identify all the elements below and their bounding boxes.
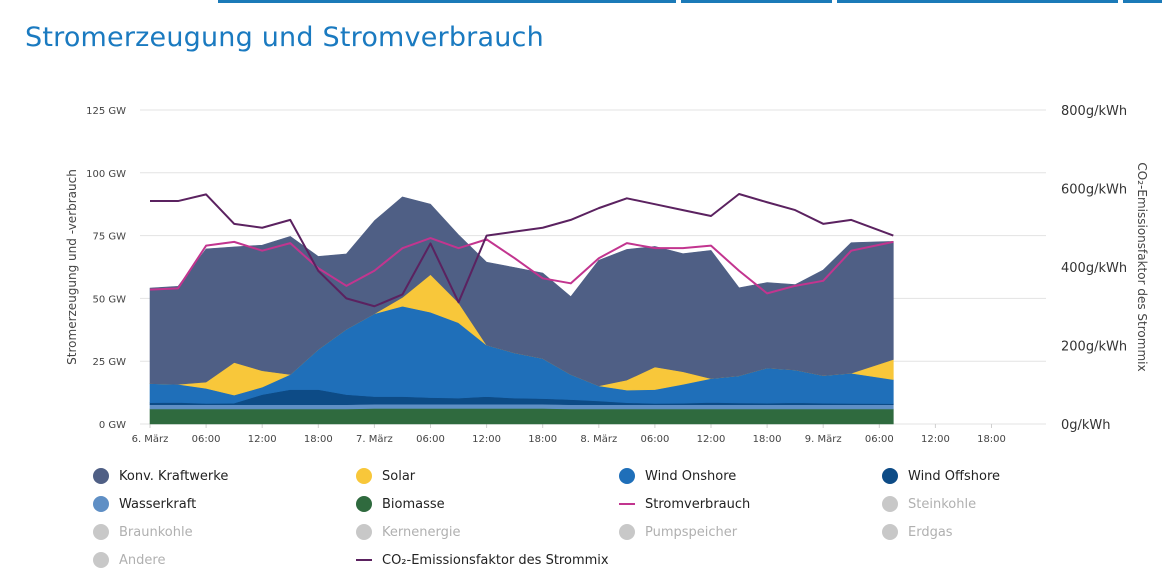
y-left-tick-label: 100 GW (86, 169, 126, 180)
x-tick-label: 06:00 (192, 434, 221, 445)
area-biomasse (149, 408, 894, 425)
legend-dot-swatch (882, 524, 898, 540)
y-left-tick-label: 0 GW (99, 420, 126, 431)
legend-item-kernenergie[interactable]: Kernenergie (356, 522, 460, 542)
legend-dot-swatch (93, 496, 109, 512)
legend-dot-swatch (882, 468, 898, 484)
legend-item-co-emissionsfaktor-des-strommix[interactable]: CO₂-Emissionsfaktor des Strommix (356, 550, 609, 570)
legend-dot-swatch (93, 524, 109, 540)
legend-item-wasserkraft[interactable]: Wasserkraft (93, 494, 196, 514)
y-right-tick-label: 800g/kWh (1061, 104, 1127, 119)
legend-label: CO₂-Emissionsfaktor des Strommix (382, 552, 609, 568)
legend-line-swatch (619, 503, 635, 505)
y-right-axis-title: CO₂-Emissionsfaktor des Strommix (1135, 162, 1149, 371)
legend-dot-swatch (882, 496, 898, 512)
x-tick-label: 06:00 (640, 434, 669, 445)
legend-item-andere[interactable]: Andere (93, 550, 165, 570)
legend-dot-swatch (356, 524, 372, 540)
legend-label: Braunkohle (119, 524, 193, 540)
y-right-tick-label: 400g/kWh (1061, 261, 1127, 276)
y-left-tick-label: 75 GW (92, 232, 126, 243)
legend-item-biomasse[interactable]: Biomasse (356, 494, 445, 514)
legend-item-wind-offshore[interactable]: Wind Offshore (882, 466, 1000, 486)
legend-label: Erdgas (908, 524, 953, 540)
legend-item-stromverbrauch[interactable]: Stromverbrauch (619, 494, 750, 514)
legend-dot-swatch (356, 468, 372, 484)
x-tick-label: 12:00 (697, 434, 726, 445)
area-konv-kraftwerke (149, 196, 894, 387)
x-tick-label: 18:00 (528, 434, 557, 445)
x-tick-label: 18:00 (304, 434, 333, 445)
x-tick-label: 7. März (356, 434, 393, 445)
legend-item-braunkohle[interactable]: Braunkohle (93, 522, 193, 542)
legend-dot-swatch (619, 524, 635, 540)
x-tick-label: 8. März (580, 434, 617, 445)
legend-label: Andere (119, 552, 166, 568)
x-tick-label: 12:00 (921, 434, 950, 445)
legend-label: Konv. Kraftwerke (119, 468, 229, 484)
top-accent-bar (218, 0, 1162, 3)
x-tick-label: 18:00 (977, 434, 1006, 445)
legend-item-erdgas[interactable]: Erdgas (882, 522, 953, 542)
y-right-tick-label: 0g/kWh (1061, 418, 1111, 433)
x-tick-label: 06:00 (416, 434, 445, 445)
legend-item-konv-kraftwerke[interactable]: Konv. Kraftwerke (93, 466, 228, 486)
y-left-tick-label: 50 GW (92, 294, 126, 305)
legend-dot-swatch (356, 496, 372, 512)
legend-label: Stromverbrauch (645, 496, 751, 512)
x-tick-label: 9. März (805, 434, 842, 445)
x-tick-label: 18:00 (753, 434, 782, 445)
legend-label: Pumpspeicher (645, 524, 738, 540)
legend-item-steinkohle[interactable]: Steinkohle (882, 494, 976, 514)
legend-label: Steinkohle (908, 496, 977, 512)
y-left-axis-title: Stromerzeugung und -verbrauch (65, 169, 79, 365)
legend-label: Wind Offshore (908, 468, 1001, 484)
legend-item-pumpspeicher[interactable]: Pumpspeicher (619, 522, 737, 542)
line-stromverbrauch (149, 237, 894, 295)
x-tick-label: 12:00 (472, 434, 501, 445)
page-title: Stromerzeugung und Stromverbrauch (25, 22, 544, 53)
line-co2-emissionsfaktor (150, 192, 894, 308)
y-left-tick-label: 125 GW (86, 106, 126, 117)
legend-dot-swatch (619, 468, 635, 484)
legend-item-wind-onshore[interactable]: Wind Onshore (619, 466, 736, 486)
legend-label: Wasserkraft (119, 496, 197, 512)
x-tick-label: 6. März (132, 434, 169, 445)
legend-item-solar[interactable]: Solar (356, 466, 415, 486)
legend-label: Wind Onshore (645, 468, 737, 484)
y-right-tick-label: 200g/kWh (1061, 340, 1127, 355)
legend-label: Solar (382, 468, 416, 484)
legend-dot-swatch (93, 552, 109, 568)
x-tick-label: 06:00 (865, 434, 894, 445)
legend-label: Biomasse (382, 496, 445, 512)
y-right-tick-label: 600g/kWh (1061, 183, 1127, 198)
legend-label: Kernenergie (382, 524, 461, 540)
x-tick-label: 12:00 (248, 434, 277, 445)
y-left-tick-label: 25 GW (92, 357, 126, 368)
legend-dot-swatch (93, 468, 109, 484)
legend-line-swatch (356, 559, 372, 561)
